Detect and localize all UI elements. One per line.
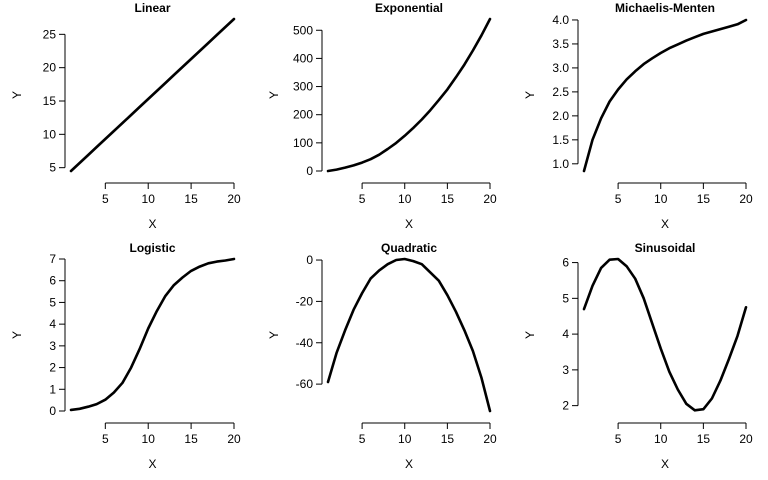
chart-panel-logistic: Logistic 5 10 15 20 0 1 2 3 4 5 6 7 X Y: [10, 241, 241, 471]
y-tick-label: 3: [562, 363, 569, 377]
x-tick-label: 10: [398, 192, 412, 206]
chart-panel-michaelis-menten: Michaelis-Menten 5 10 15 20 1.0 1.5 2.0 2.5 3.0 3.…: [523, 1, 753, 231]
x-axis-label: X: [405, 457, 413, 471]
x-tick-label: 20: [483, 192, 497, 206]
y-tick-label: 2.5: [552, 85, 569, 99]
y-tick-label: 0: [306, 253, 313, 267]
x-tick-label: 5: [615, 432, 622, 446]
x-tick-label: 15: [697, 192, 711, 206]
x-tick-label: 5: [615, 192, 622, 206]
x-axis-label: X: [661, 217, 669, 231]
y-tick-label: 4: [49, 317, 56, 331]
y-tick-label: 10: [43, 127, 57, 141]
y-tick-label: 3.0: [552, 61, 569, 75]
y-axis-label: Y: [10, 91, 24, 99]
x-tick-label: 10: [654, 432, 668, 446]
y-tick-label: 1.5: [552, 133, 569, 147]
chart-panel-linear: Linear 5 10 15 20 5 10 15 20 25 X Y: [10, 1, 241, 231]
x-tick-label: 20: [739, 432, 753, 446]
series-line: [69, 257, 236, 412]
y-tick-label: 2: [49, 361, 56, 375]
x-tick-label: 10: [142, 432, 156, 446]
x-tick-label: 15: [184, 432, 198, 446]
chart-panel-sinusoidal: Sinusoidal 5 10 15 20 2 3 4 5 6 X Y: [523, 241, 753, 471]
y-tick-label: -60: [296, 377, 314, 391]
x-tick-label: 10: [654, 192, 668, 206]
y-axis-label: Y: [267, 331, 281, 339]
series-line: [582, 18, 748, 173]
series-line: [326, 257, 492, 413]
x-tick-label: 5: [359, 192, 366, 206]
chart-title: Michaelis-Menten: [615, 1, 715, 15]
y-tick-label: -20: [296, 294, 314, 308]
chart-title: Quadratic: [381, 241, 437, 255]
y-tick-label: 5: [562, 291, 569, 305]
y-axis-label: Y: [267, 91, 281, 99]
y-tick-label: 4.0: [552, 13, 569, 27]
chart-title: Logistic: [129, 241, 175, 255]
x-axis-label: X: [148, 217, 156, 231]
chart-panel-quadratic: Quadratic 5 10 15 20 -60 -40 -20 0 X Y: [267, 241, 497, 471]
x-tick-label: 20: [483, 432, 497, 446]
series-line: [582, 257, 748, 412]
y-tick-label: 3.5: [552, 37, 569, 51]
y-tick-label: 400: [293, 51, 313, 65]
y-tick-label: 5: [49, 295, 56, 309]
y-tick-label: 7: [49, 252, 56, 266]
y-tick-label: 0: [49, 404, 56, 418]
y-tick-label: 0: [306, 164, 313, 178]
x-tick-label: 5: [102, 432, 109, 446]
chart-title: Sinusoidal: [635, 241, 696, 255]
y-tick-label: 4: [562, 327, 569, 341]
series-line: [326, 17, 492, 173]
x-tick-label: 15: [441, 432, 455, 446]
y-tick-label: -40: [296, 336, 314, 350]
y-tick-label: 100: [293, 136, 313, 150]
y-tick-label: 6: [49, 274, 56, 288]
x-tick-label: 15: [441, 192, 455, 206]
y-tick-label: 15: [43, 94, 57, 108]
y-tick-label: 1: [49, 382, 56, 396]
y-tick-label: 2: [562, 399, 569, 413]
x-tick-label: 20: [739, 192, 753, 206]
x-axis-label: X: [405, 217, 413, 231]
x-tick-label: 20: [227, 192, 241, 206]
y-tick-label: 500: [293, 23, 313, 37]
series-line: [69, 17, 236, 173]
y-tick-label: 300: [293, 80, 313, 94]
y-axis-label: Y: [10, 331, 24, 339]
chart-title: Exponential: [375, 1, 443, 15]
y-tick-label: 3: [49, 339, 56, 353]
chart-title: Linear: [134, 1, 170, 15]
x-tick-label: 15: [697, 432, 711, 446]
x-axis-label: X: [148, 457, 156, 471]
y-tick-label: 20: [43, 61, 57, 75]
x-tick-label: 5: [359, 432, 366, 446]
x-axis-label: X: [661, 457, 669, 471]
y-tick-label: 2.0: [552, 109, 569, 123]
y-tick-label: 5: [49, 161, 56, 175]
x-tick-label: 10: [142, 192, 156, 206]
y-tick-label: 1.0: [552, 157, 569, 171]
x-tick-label: 15: [184, 192, 198, 206]
y-axis-label: Y: [523, 91, 537, 99]
x-tick-label: 5: [102, 192, 109, 206]
y-tick-label: 6: [562, 256, 569, 270]
x-tick-label: 20: [227, 432, 241, 446]
y-tick-label: 200: [293, 108, 313, 122]
x-tick-label: 10: [398, 432, 412, 446]
y-axis-label: Y: [523, 331, 537, 339]
y-tick-label: 25: [43, 27, 57, 41]
